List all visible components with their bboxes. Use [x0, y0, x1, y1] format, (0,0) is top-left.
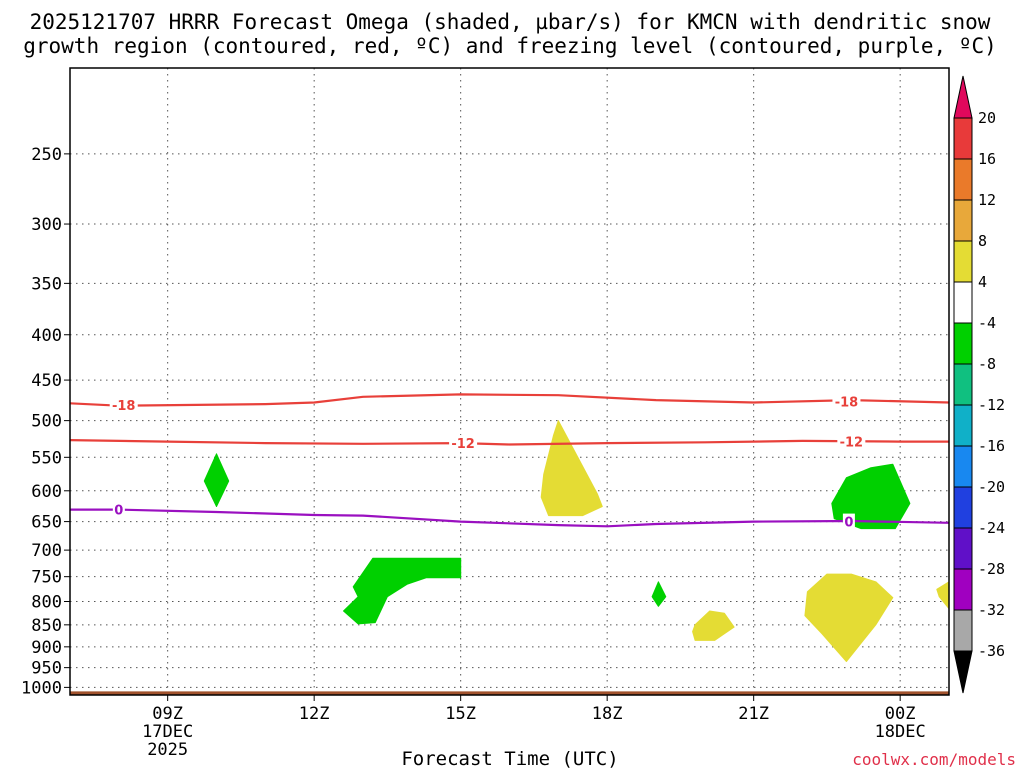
omega-region-green-hook-13Z: [343, 557, 462, 625]
colorbar-swatch: [953, 363, 973, 406]
y-tick-label-800: 800: [31, 593, 62, 613]
y-tick-label-550: 550: [31, 448, 62, 468]
colorbar-label--4: -4: [978, 314, 996, 332]
contour-label-bg--18-1: [832, 393, 861, 410]
x-axis-title: Forecast Time (UTC): [401, 748, 618, 768]
plot-background: [70, 68, 949, 695]
colorbar-label-4: 4: [978, 273, 987, 291]
y-tick-label-350: 350: [31, 274, 62, 294]
y-tick-label-650: 650: [31, 513, 62, 533]
y-tick-label-1000: 1000: [21, 678, 62, 698]
x-tick-label-15Z: 15Z: [445, 704, 476, 724]
colorbar-label--24: -24: [978, 519, 1005, 537]
contour-label-bg-0-1: [842, 513, 855, 530]
omega-region-yellow-22Z: [804, 573, 894, 662]
colorbar-label-8: 8: [978, 232, 987, 250]
chart-title-line-2: growth region (contoured, red, ºC) and f…: [23, 34, 997, 58]
omega-region-yellow-20Z: [692, 610, 735, 641]
contour-label-0: 0: [114, 504, 123, 519]
colorbar-swatch: [953, 322, 973, 365]
colorbar-swatch: [953, 117, 973, 160]
colorbar-label--28: -28: [978, 560, 1005, 578]
y-tick-label-750: 750: [31, 568, 62, 588]
temperature-contours: -18 -18 -12 -12 0 0: [69, 393, 950, 531]
x-tick-label-18Z: 18Z: [592, 704, 623, 724]
omega-region-green-diamond-10Z: [203, 453, 230, 507]
y-tick-label-450: 450: [31, 371, 62, 391]
colorbar-label--8: -8: [978, 355, 996, 373]
x-tick-label-12Z: 12Z: [299, 704, 330, 724]
colorbar-label--36: -36: [978, 642, 1005, 660]
x-tick-date-18DEC: 18DEC: [875, 722, 926, 742]
site-credit: coolwx.com/models: [852, 750, 1016, 768]
y-tick-label-950: 950: [31, 659, 62, 679]
contour-label-bg--12-1: [837, 433, 866, 450]
y-tick-label-500: 500: [31, 412, 62, 432]
contour-label-bg-0-0: [112, 501, 125, 518]
omega-region-green-19Z: [651, 581, 667, 607]
colorbar-label--32: -32: [978, 601, 1005, 619]
colorbar-label--16: -16: [978, 437, 1005, 455]
contour-label--12: -12: [451, 437, 475, 452]
x-tick-label-09Z: 09Z: [152, 704, 183, 724]
contour-label--18: -18: [112, 399, 136, 414]
y-tick-label-900: 900: [31, 638, 62, 658]
contour-line--18: [69, 393, 950, 407]
y-tick-label-400: 400: [31, 326, 62, 346]
plot-frame: [69, 67, 950, 696]
colorbar-bottom-arrow: [953, 650, 973, 694]
omega-shaded-regions: [203, 420, 950, 662]
contour-line-0: [70, 508, 950, 528]
contour-label--18: -18: [835, 396, 859, 411]
colorbar-swatch: [953, 527, 973, 570]
y-tick-label-850: 850: [31, 616, 62, 636]
x-tick-label-00Z: 00Z: [885, 704, 916, 724]
colorbar-label-12: 12: [978, 191, 996, 209]
contour-label-bg--18-0: [109, 396, 138, 413]
chart-title-line-1: 2025121707 HRRR Forecast Omega (shaded, …: [30, 10, 991, 34]
omega-colorbar: 20 16 12 8 4 -4 -8 -12 -16 -20 -24 -28 -32 -36: [953, 75, 1005, 694]
y-tick-label-250: 250: [31, 145, 62, 165]
x-tick-date-17DEC: 17DEC: [142, 722, 193, 742]
colorbar-swatch: [953, 568, 973, 611]
contour-label--12: -12: [840, 436, 864, 451]
y-axis-pressure: 2503003504004505005506006507007508008509…: [21, 145, 70, 698]
grid-lines: [70, 68, 949, 695]
x-tick-year-2025: 2025: [147, 740, 188, 760]
colorbar-swatch: [953, 199, 973, 242]
y-tick-label-700: 700: [31, 541, 62, 561]
colorbar-swatch: [953, 158, 973, 201]
colorbar-swatch: [953, 281, 973, 324]
colorbar-swatch: [953, 445, 973, 488]
contour-line--12: [69, 439, 949, 446]
contour-label-bg--12-0: [449, 435, 478, 452]
ground-surface: [70, 691, 949, 695]
contour-label-0: 0: [844, 516, 853, 531]
colorbar-swatch: [953, 240, 973, 283]
colorbar-label--12: -12: [978, 396, 1005, 414]
colorbar-label-16: 16: [978, 150, 996, 168]
colorbar-label-20: 20: [978, 109, 996, 127]
colorbar-top-arrow: [953, 75, 973, 119]
colorbar-swatch: [953, 486, 973, 529]
y-tick-label-300: 300: [31, 215, 62, 235]
x-tick-label-21Z: 21Z: [738, 704, 769, 724]
colorbar-label--20: -20: [978, 478, 1005, 496]
colorbar-swatch: [953, 609, 973, 652]
colorbar-swatch: [953, 404, 973, 447]
y-tick-label-600: 600: [31, 482, 62, 502]
